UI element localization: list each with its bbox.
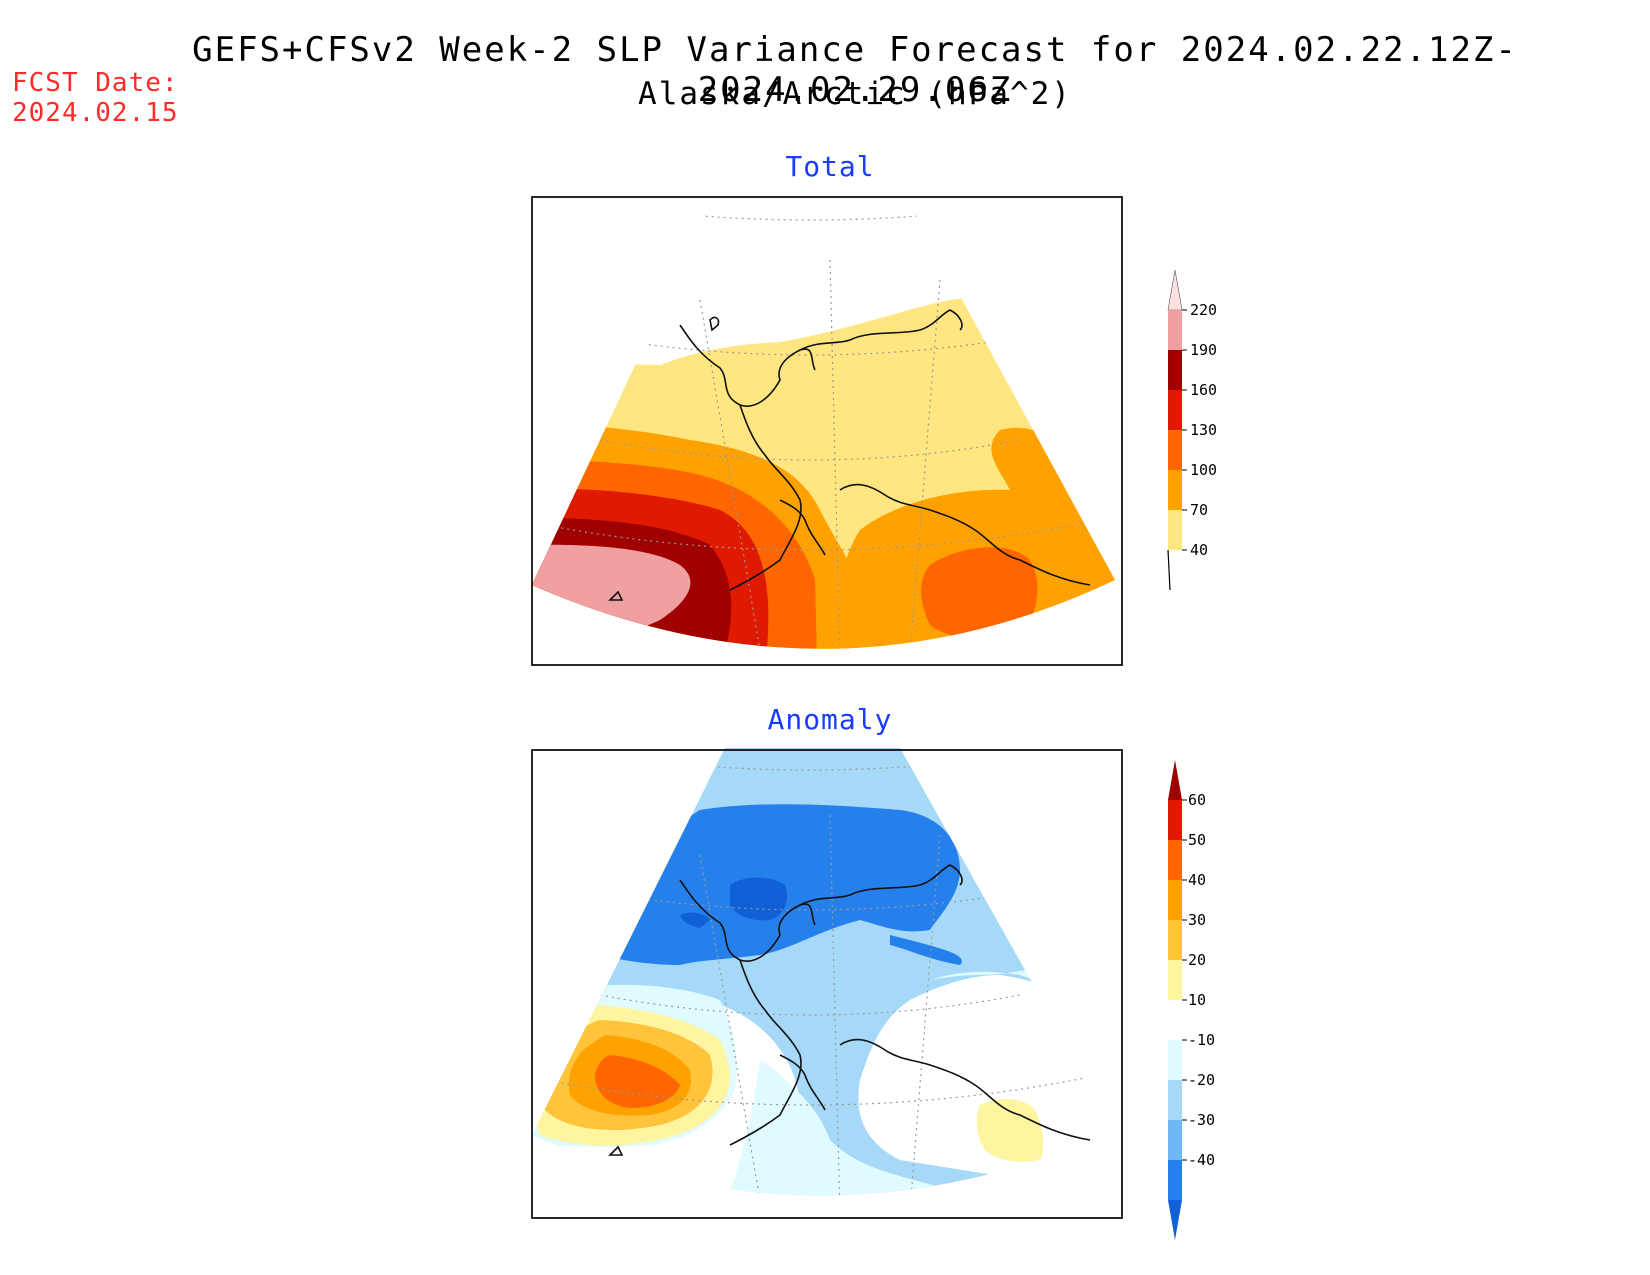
anomaly-colorbar-box xyxy=(1168,1120,1182,1160)
anomaly-colorbar-box xyxy=(1168,1000,1182,1040)
total-colorbar-label: 130 xyxy=(1190,421,1217,439)
anomaly-colorbar-label: 60 xyxy=(1188,791,1206,809)
total-colorbar-label: 160 xyxy=(1190,381,1217,399)
total-map-frame xyxy=(531,196,1123,666)
total-colorbar-label: 190 xyxy=(1190,341,1217,359)
anomaly-colorbar-label: 10 xyxy=(1188,991,1206,1009)
total-colorbar-over-triangle xyxy=(1167,269,1183,311)
total-colorbar-box xyxy=(1168,470,1182,510)
anomaly-contours xyxy=(532,748,1115,1196)
total-colorbar: 220 190 160 130 100 70 40 xyxy=(1167,269,1217,591)
fcst-date-value: 2024.02.15 xyxy=(12,98,179,128)
anomaly-colorbar-box xyxy=(1168,960,1182,1000)
anomaly-colorbar-label: 50 xyxy=(1188,831,1206,849)
anomaly-colorbar-label: -40 xyxy=(1188,1151,1215,1169)
anomaly-colorbar-box xyxy=(1168,800,1182,840)
total-colorbar-label: 70 xyxy=(1190,501,1208,519)
anomaly-colorbar-box xyxy=(1168,840,1182,880)
fcst-date-label: FCST Date: xyxy=(12,68,179,98)
total-map-panel xyxy=(531,196,1123,666)
total-colorbar-under-tail xyxy=(1167,549,1171,591)
total-colorbar-box xyxy=(1168,430,1182,470)
anomaly-colorbar: 60 50 40 30 20 10 -10 -20 -30 -40 xyxy=(1168,760,1215,1240)
anomaly-colorbar-box xyxy=(1168,1080,1182,1120)
total-colorbar-label: 40 xyxy=(1190,541,1208,559)
anomaly-colorbar-box xyxy=(1168,1040,1182,1080)
anomaly-colorbar-box xyxy=(1168,880,1182,920)
anomaly-colorbar-label: -10 xyxy=(1188,1031,1215,1049)
anomaly-colorbar-box xyxy=(1168,1160,1182,1200)
anomaly-coastline xyxy=(608,864,1091,1156)
anomaly-map-panel xyxy=(531,748,1123,1219)
anomaly-colorbar-label: 40 xyxy=(1188,871,1206,889)
anomaly-map-frame xyxy=(531,749,1123,1219)
chart-subtitle: Alaska/Arctic (hPa^2) xyxy=(638,76,1072,112)
total-colorbar-label: 100 xyxy=(1190,461,1217,479)
chart-title: GEFS+CFSv2 Week-2 SLP Variance Forecast … xyxy=(192,30,1518,110)
total-coastline xyxy=(608,309,1091,601)
total-colorbar-box xyxy=(1168,350,1182,390)
anomaly-colorbar-label: -30 xyxy=(1188,1111,1215,1129)
total-panel-title: Total xyxy=(785,150,875,183)
anomaly-colorbar-over-triangle xyxy=(1168,760,1182,800)
anomaly-colorbar-label: -20 xyxy=(1188,1071,1215,1089)
anomaly-colorbar-label: 20 xyxy=(1188,951,1206,969)
total-variance-contours xyxy=(532,280,1115,649)
total-colorbar-box xyxy=(1168,510,1182,550)
total-colorbar-label: 220 xyxy=(1190,301,1217,319)
total-colorbar-box xyxy=(1168,390,1182,430)
anomaly-panel-title: Anomaly xyxy=(767,703,893,736)
total-colorbar-box xyxy=(1168,310,1182,350)
anomaly-colorbar-under-triangle xyxy=(1168,1200,1182,1240)
anomaly-colorbar-label: 30 xyxy=(1188,911,1206,929)
anomaly-colorbar-box xyxy=(1168,920,1182,960)
